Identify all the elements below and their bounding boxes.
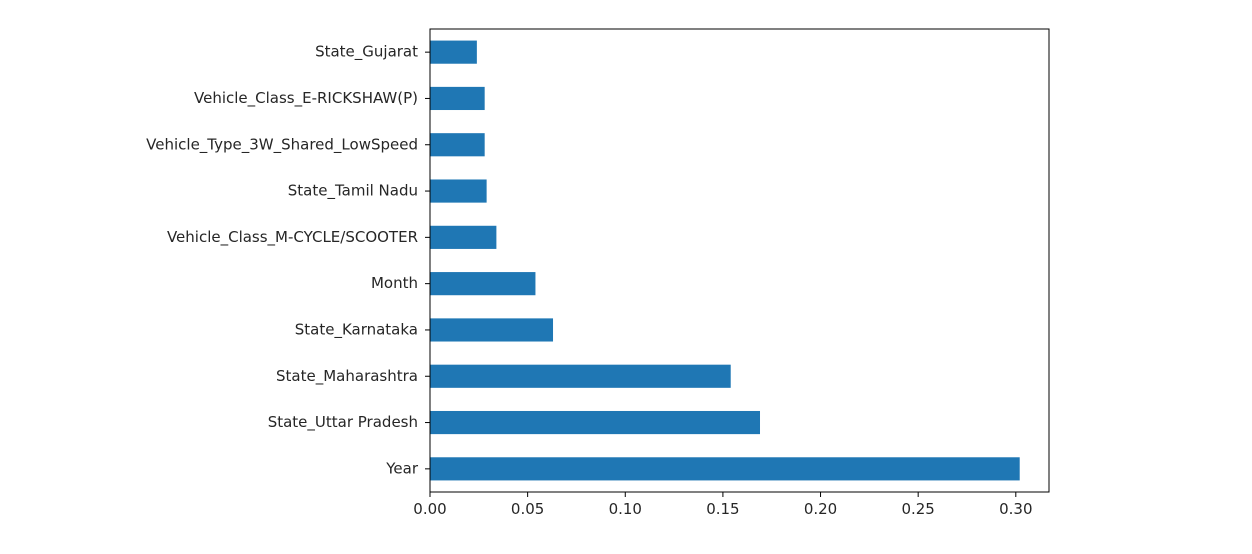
bar-0 [430, 457, 1020, 481]
x-axis-ticks: 0.00 0.05 0.10 0.15 0.20 0.25 0.30 [413, 492, 1033, 518]
y-tick-label: State_Gujarat [315, 43, 418, 62]
bar-7 [430, 133, 485, 157]
bar-3 [430, 318, 554, 342]
y-tick-label: State_Uttar Pradesh [268, 413, 418, 432]
x-tick-label: 0.15 [706, 500, 739, 518]
y-tick-label: State_Tamil Nadu [288, 182, 418, 201]
y-tick-label: State_Maharashtra [276, 367, 418, 386]
bar-9 [430, 40, 477, 64]
y-tick-label: State_Karnataka [295, 320, 418, 339]
x-tick-label: 0.05 [511, 500, 544, 518]
bar-1 [430, 410, 761, 435]
y-tick-label: Year [385, 459, 419, 477]
plot-frame [429, 28, 1050, 493]
y-tick-label: Vehicle_Type_3W_Shared_LowSpeed [146, 135, 418, 154]
bar-5 [430, 225, 497, 249]
x-tick-label: 0.00 [413, 500, 446, 518]
y-tick-label: Month [371, 274, 418, 292]
bar-6 [430, 179, 487, 203]
x-tick-label: 0.30 [999, 500, 1032, 518]
x-tick-label: 0.25 [901, 500, 934, 518]
bars-layer [430, 40, 1020, 481]
x-tick-label: 0.10 [609, 500, 642, 518]
y-axis-ticks: Year State_Uttar Pradesh State_Maharashtra… [146, 43, 430, 477]
bar-2 [430, 364, 731, 388]
bar-8 [430, 86, 485, 111]
y-tick-label: Vehicle_Class_E-RICKSHAW(P) [194, 89, 418, 108]
x-tick-label: 0.20 [804, 500, 837, 518]
y-tick-label: Vehicle_Class_M-CYCLE/SCOOTER [167, 228, 418, 247]
bar-4 [430, 272, 536, 296]
